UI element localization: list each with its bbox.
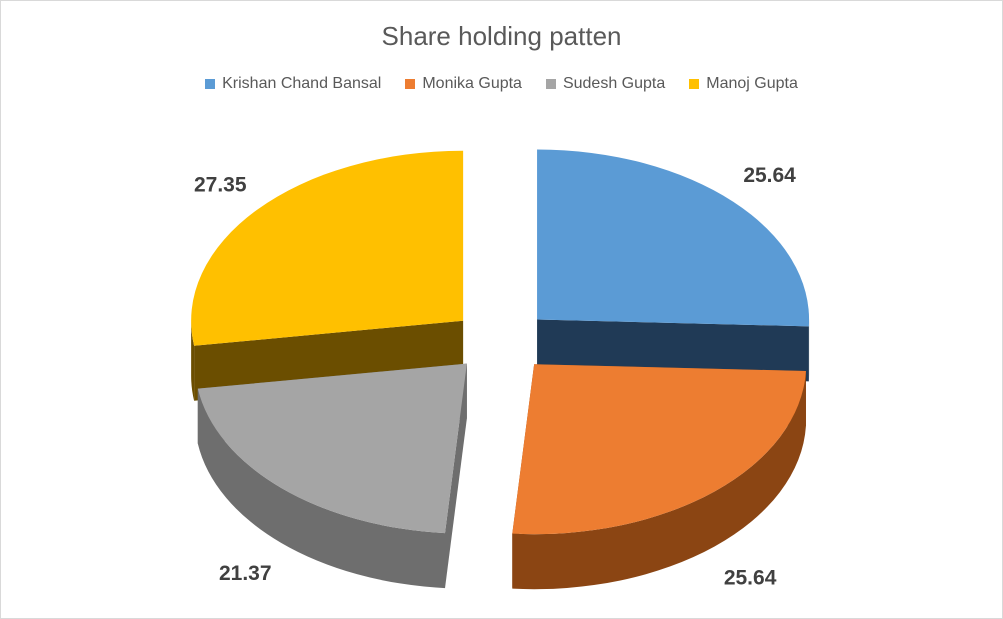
data-label-2: 21.37 [219,562,272,585]
legend-swatch [205,79,216,89]
data-label-0: 25.64 [743,164,796,187]
slice-wall-2-0 [445,363,467,589]
legend-item-monika: Monika Gupta [405,75,522,93]
legend-swatch [545,79,556,89]
pie-slice-1 [512,364,806,535]
legend-label: Manoj Gupta [706,75,798,92]
pie-slice-3 [191,150,464,346]
legend-item-sudesh: Sudesh Gupta [545,75,666,93]
slice-edge-2-0 [197,388,446,589]
legend-label: Sudesh Gupta [562,75,666,92]
pie-slice-2 [197,363,467,534]
legend-label: Krishan Chand Bansal [222,75,382,92]
chart-title: Share holding patten [381,21,622,51]
legend-item-manoj: Manoj Gupta [689,75,798,93]
slice-edge-1-0 [512,371,806,590]
legend-swatch [405,79,416,89]
slice-edge-3-0 [191,320,195,401]
legend-item-krishan: Krishan Chand Bansal [205,75,381,93]
data-label-3: 27.35 [194,174,247,197]
data-label-1: 25.64 [724,566,777,589]
legend: Krishan Chand Bansal Monika Gupta Sudesh… [1,75,1002,93]
slice-wall-0-1 [537,319,809,382]
legend-label: Monika Gupta [422,75,522,92]
legend-swatch [689,79,700,89]
pie-slice-0 [537,149,810,327]
